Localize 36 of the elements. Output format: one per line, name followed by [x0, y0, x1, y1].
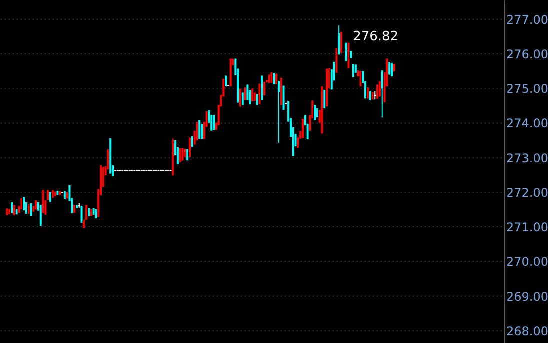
candlestick — [278, 80, 280, 144]
candlestick — [28, 204, 30, 214]
candlestick — [86, 204, 88, 220]
y-tick-label: 269.00 — [506, 290, 548, 304]
candlestick — [198, 120, 201, 140]
candlestick — [376, 84, 379, 100]
candlestick — [340, 31, 342, 54]
y-tick-label: 273.00 — [506, 151, 548, 166]
candlestick — [273, 72, 276, 85]
candlestick — [196, 122, 198, 142]
candlestick — [388, 62, 391, 76]
candlestick — [23, 196, 26, 211]
candlestick — [13, 204, 16, 216]
y-tick-label: 277.00 — [506, 12, 548, 27]
y-tick-label: 268.00 — [506, 324, 548, 338]
candlestick — [210, 114, 213, 132]
y-tick-label: 275.00 — [506, 82, 548, 96]
candlestick — [182, 148, 184, 162]
candlestick — [40, 204, 42, 227]
y-tick-label: 270.00 — [506, 255, 548, 270]
candlestick — [324, 89, 326, 109]
candlestick — [381, 70, 384, 118]
y-tick-label: 276.00 — [506, 47, 548, 62]
candlestick — [244, 87, 246, 101]
candlestick — [179, 148, 182, 163]
candlestick — [345, 42, 348, 62]
y-tick-label: 271.00 — [506, 220, 548, 235]
candlestick — [314, 104, 316, 121]
candlestick — [264, 82, 266, 96]
candlestick — [80, 206, 83, 224]
y-tick-label: 272.00 — [506, 186, 548, 200]
annotation: 276.82 — [353, 30, 399, 45]
y-tick-label: 274.00 — [506, 116, 548, 131]
candlestick — [30, 203, 32, 216]
candlestick — [338, 25, 340, 56]
candlestick — [390, 62, 393, 76]
